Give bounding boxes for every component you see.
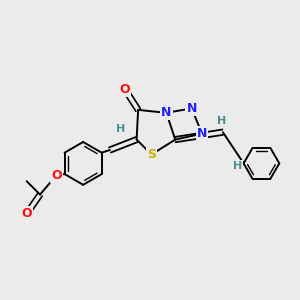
Text: O: O	[21, 207, 32, 220]
Text: H: H	[217, 116, 226, 126]
Text: S: S	[147, 148, 156, 161]
Text: H: H	[233, 161, 242, 171]
Text: O: O	[51, 169, 62, 182]
Text: O: O	[119, 82, 130, 96]
Text: H: H	[116, 124, 125, 134]
Text: N: N	[186, 102, 197, 115]
Text: N: N	[197, 127, 207, 140]
Text: N: N	[161, 106, 172, 119]
